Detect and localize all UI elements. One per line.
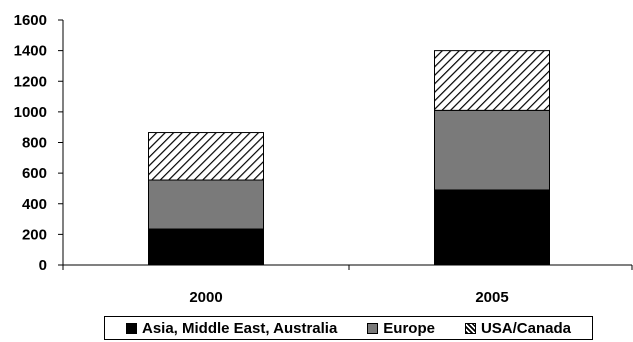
y-tick-label: 200 [22,226,47,243]
legend-item: USA/Canada [464,319,571,337]
legend-swatch [125,322,137,334]
bar-segment-3 [434,50,550,111]
bar-segment-1 [148,228,264,266]
chart-legend: Asia, Middle East, Australia Europe USA/Ca… [104,316,593,340]
bar-segment-3 [148,132,264,181]
y-tick-label: 1400 [14,43,47,60]
y-tick-label: 400 [22,196,47,213]
legend-label: Europe [383,319,435,337]
bar-segment-2 [148,179,264,230]
bar-segment-2 [434,109,550,191]
legend-item: Europe [367,320,435,337]
y-tick-label: 1000 [14,104,47,121]
x-category-label: 2005 [475,289,508,306]
y-tick-label: 600 [22,165,47,182]
y-tick-label: 800 [22,135,47,152]
legend-swatch [367,322,379,334]
legend-swatch [464,322,476,334]
legend-label: Asia, Middle East, Australia [141,319,338,337]
bar-segment-1 [434,189,550,266]
y-tick-label: 1600 [14,12,47,29]
y-tick-label: 1200 [14,73,47,90]
legend-label: USA/Canada [480,319,571,337]
x-category-label: 2000 [189,289,222,306]
y-tick-label: 0 [39,257,47,274]
legend-item: Asia, Middle East, Australia [125,319,338,337]
